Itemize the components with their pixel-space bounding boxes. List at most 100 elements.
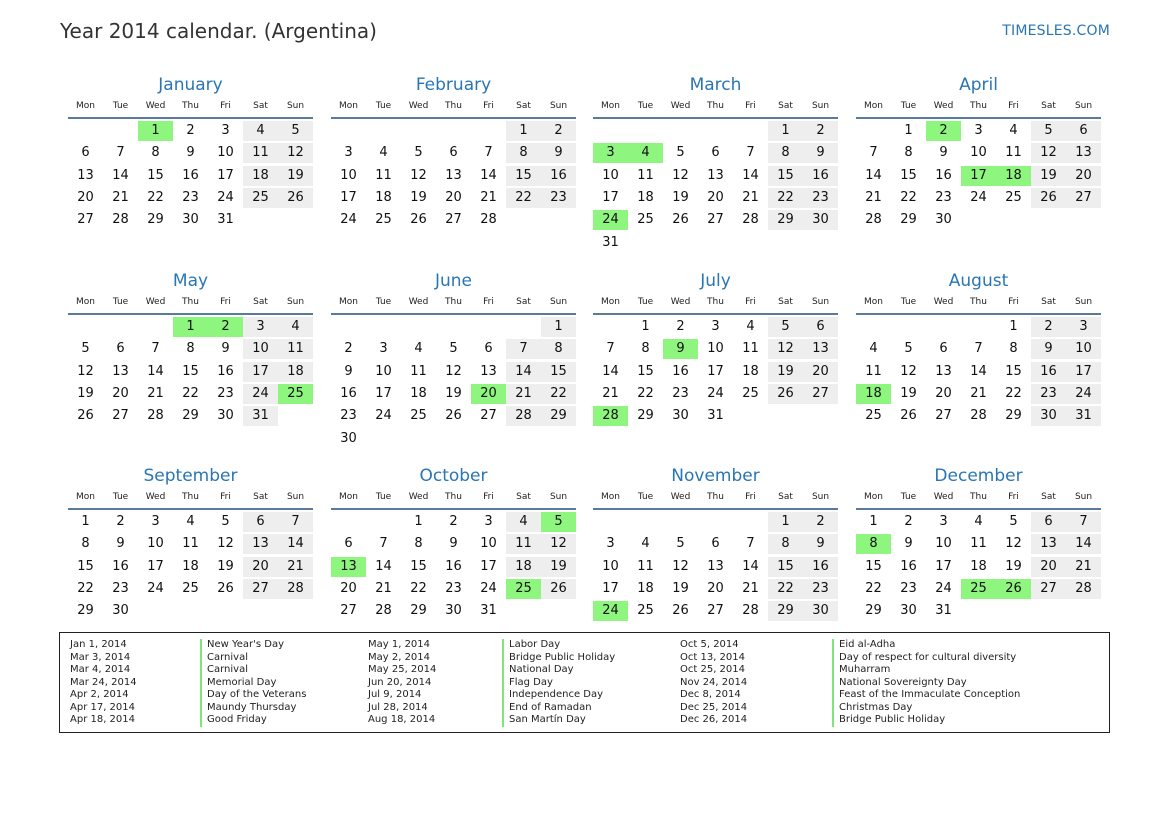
day-cell[interactable]: 7: [484, 145, 493, 161]
day-cell[interactable]: 27: [707, 212, 724, 228]
day-cell[interactable]: 21: [970, 385, 987, 401]
day-cell[interactable]: 6: [81, 145, 90, 161]
day-cell[interactable]: 2: [904, 514, 913, 529]
day-cell[interactable]: 9: [904, 536, 913, 552]
day-cell[interactable]: 3: [974, 123, 983, 138]
day-cell[interactable]: 25: [182, 580, 199, 596]
day-cell[interactable]: 12: [217, 536, 234, 552]
day-cell[interactable]: 13: [77, 167, 94, 183]
day-cell[interactable]: 30: [803, 601, 838, 622]
day-cell[interactable]: 5: [278, 121, 313, 141]
day-cell[interactable]: 25: [410, 408, 427, 424]
day-cell[interactable]: 17: [480, 558, 497, 574]
day-cell[interactable]: 16: [340, 385, 357, 401]
day-cell[interactable]: 24: [1066, 383, 1101, 404]
day-cell[interactable]: 13: [707, 167, 724, 183]
day-cell[interactable]: 9: [449, 536, 458, 552]
day-cell[interactable]: 1: [506, 121, 541, 141]
holiday-day-cell[interactable]: 4: [628, 143, 663, 164]
day-cell[interactable]: 21: [1066, 556, 1101, 577]
day-cell[interactable]: 24: [147, 580, 164, 596]
day-cell[interactable]: 18: [637, 189, 654, 205]
day-cell[interactable]: 20: [707, 189, 724, 205]
day-cell[interactable]: 24: [935, 580, 952, 596]
day-cell[interactable]: 4: [278, 317, 313, 337]
day-cell[interactable]: 24: [340, 212, 357, 228]
day-cell[interactable]: 4: [414, 341, 423, 357]
day-cell[interactable]: 16: [182, 167, 199, 183]
day-cell[interactable]: 21: [147, 385, 164, 401]
day-cell[interactable]: 15: [768, 556, 803, 577]
day-cell[interactable]: 6: [711, 145, 720, 161]
day-cell[interactable]: 9: [541, 143, 576, 164]
holiday-day-cell[interactable]: 26: [996, 578, 1031, 599]
day-cell[interactable]: 8: [186, 341, 195, 357]
day-cell[interactable]: 17: [935, 558, 952, 574]
day-cell[interactable]: 5: [449, 341, 458, 357]
day-cell[interactable]: 20: [935, 385, 952, 401]
day-cell[interactable]: 16: [672, 363, 689, 379]
day-cell[interactable]: 24: [375, 408, 392, 424]
day-cell[interactable]: 11: [410, 363, 427, 379]
holiday-day-cell[interactable]: 24: [593, 601, 628, 622]
day-cell[interactable]: 14: [480, 167, 497, 183]
day-cell[interactable]: 3: [243, 317, 278, 337]
day-cell[interactable]: 23: [1031, 383, 1066, 404]
day-cell[interactable]: 7: [1066, 512, 1101, 532]
day-cell[interactable]: 28: [865, 212, 882, 228]
day-cell[interactable]: 6: [484, 341, 493, 357]
day-cell[interactable]: 21: [278, 556, 313, 577]
day-cell[interactable]: 14: [278, 534, 313, 555]
day-cell[interactable]: 23: [182, 189, 199, 205]
day-cell[interactable]: 30: [445, 603, 462, 619]
day-cell[interactable]: 18: [375, 189, 392, 205]
day-cell[interactable]: 24: [480, 580, 497, 596]
day-cell[interactable]: 8: [768, 143, 803, 164]
day-cell[interactable]: 12: [410, 167, 427, 183]
day-cell[interactable]: 17: [243, 361, 278, 382]
day-cell[interactable]: 19: [672, 580, 689, 596]
day-cell[interactable]: 26: [278, 187, 313, 208]
day-cell[interactable]: 19: [278, 165, 313, 186]
day-cell[interactable]: 5: [1031, 121, 1066, 141]
day-cell[interactable]: 5: [221, 514, 230, 529]
day-cell[interactable]: 27: [1066, 187, 1101, 208]
day-cell[interactable]: 6: [344, 536, 353, 552]
day-cell[interactable]: 13: [707, 558, 724, 574]
day-cell[interactable]: 1: [81, 514, 90, 529]
holiday-day-cell[interactable]: 2: [926, 121, 961, 141]
day-cell[interactable]: 11: [243, 143, 278, 164]
day-cell[interactable]: 28: [112, 212, 129, 228]
day-cell[interactable]: 14: [147, 363, 164, 379]
day-cell[interactable]: 31: [935, 603, 952, 619]
day-cell[interactable]: 2: [803, 512, 838, 532]
day-cell[interactable]: 10: [147, 536, 164, 552]
day-cell[interactable]: 7: [379, 536, 388, 552]
day-cell[interactable]: 1: [1009, 319, 1018, 334]
day-cell[interactable]: 28: [506, 406, 541, 427]
day-cell[interactable]: 28: [742, 603, 759, 619]
day-cell[interactable]: 21: [742, 189, 759, 205]
day-cell[interactable]: 8: [768, 534, 803, 555]
day-cell[interactable]: 3: [606, 536, 615, 552]
day-cell[interactable]: 26: [410, 212, 427, 228]
day-cell[interactable]: 11: [637, 558, 654, 574]
day-cell[interactable]: 30: [1031, 406, 1066, 427]
holiday-day-cell[interactable]: 2: [208, 317, 243, 337]
day-cell[interactable]: 23: [672, 385, 689, 401]
day-cell[interactable]: 14: [112, 167, 129, 183]
day-cell[interactable]: 31: [1066, 406, 1101, 427]
holiday-day-cell[interactable]: 28: [593, 406, 628, 427]
day-cell[interactable]: 11: [1005, 145, 1022, 161]
day-cell[interactable]: 1: [768, 512, 803, 532]
day-cell[interactable]: 8: [1009, 341, 1018, 357]
day-cell[interactable]: 30: [112, 603, 129, 619]
day-cell[interactable]: 27: [935, 408, 952, 424]
day-cell[interactable]: 26: [1031, 187, 1066, 208]
day-cell[interactable]: 15: [506, 165, 541, 186]
day-cell[interactable]: 19: [768, 361, 803, 382]
day-cell[interactable]: 4: [974, 514, 983, 529]
day-cell[interactable]: 31: [243, 406, 278, 427]
day-cell[interactable]: 20: [77, 189, 94, 205]
day-cell[interactable]: 25: [1005, 189, 1022, 205]
